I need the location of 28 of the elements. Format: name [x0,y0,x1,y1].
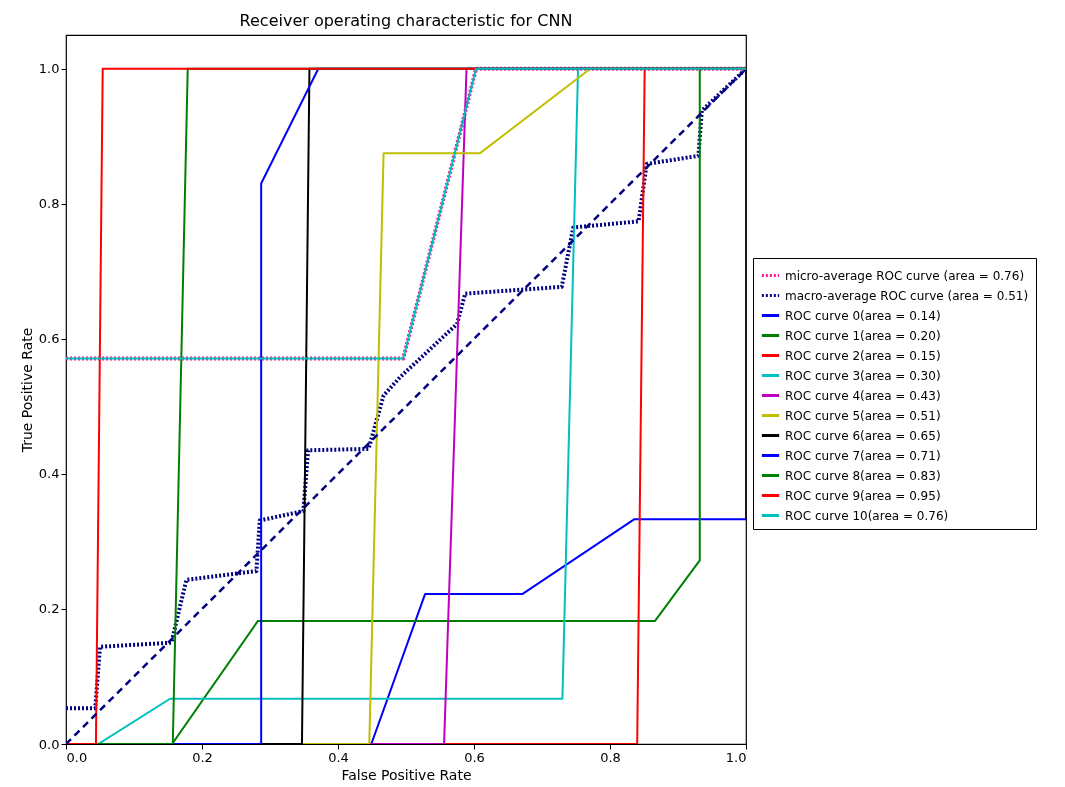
legend-label: ROC curve 0(area = 0.14) [785,308,941,323]
y-tick-label: 0.2 [38,601,60,617]
legend-label: micro-average ROC curve (area = 0.76) [785,268,1025,283]
y-tick-label: 0.8 [38,196,60,212]
y-tick-label: 0.4 [38,466,60,482]
x-tick-label: 0.6 [464,749,485,765]
chart-title: Receiver operating characteristic for CNN [239,11,573,30]
legend-label: ROC curve 2(area = 0.15) [785,348,941,363]
legend-label: ROC curve 9(area = 0.95) [785,488,941,503]
legend-label: ROC curve 3(area = 0.30) [785,368,941,383]
legend-label: ROC curve 8(area = 0.83) [785,468,941,483]
legend-label: ROC curve 4(area = 0.43) [785,388,941,403]
legend-label: ROC curve 7(area = 0.71) [785,448,941,463]
x-tick-label: 0.0 [66,749,88,765]
y-tick-label: 0.6 [38,331,60,347]
x-axis-title: False Positive Rate [341,766,472,783]
x-tick-label: 1.0 [725,749,747,765]
y-tick-label: 1.0 [38,61,60,77]
x-tick-label: 0.2 [192,749,213,765]
y-tick-label: 0.0 [38,736,60,752]
legend-label: ROC curve 1(area = 0.20) [785,328,941,343]
legend-label: ROC curve 6(area = 0.65) [785,428,941,443]
y-axis-title: True Positive Rate [18,327,35,454]
x-tick-label: 0.4 [328,749,349,765]
legend-label: ROC curve 5(area = 0.51) [785,408,941,423]
legend-label: macro-average ROC curve (area = 0.51) [785,288,1029,303]
legend-label: ROC curve 10(area = 0.76) [785,508,949,523]
x-tick-label: 0.8 [600,749,621,765]
